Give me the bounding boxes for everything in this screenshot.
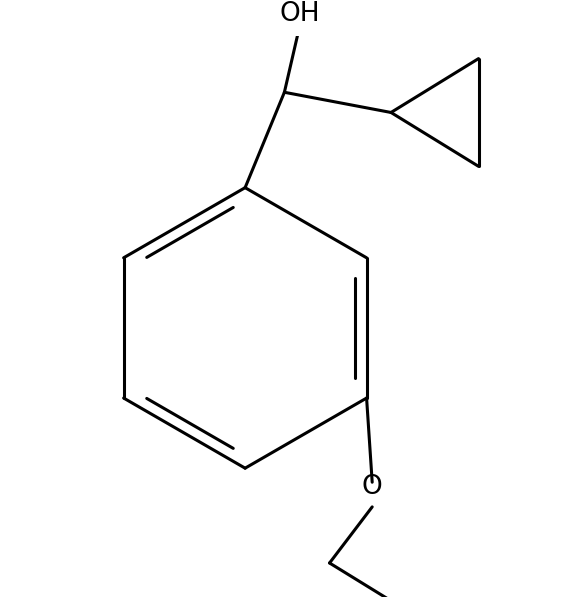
Text: O: O	[362, 473, 383, 500]
Text: OH: OH	[280, 1, 320, 27]
